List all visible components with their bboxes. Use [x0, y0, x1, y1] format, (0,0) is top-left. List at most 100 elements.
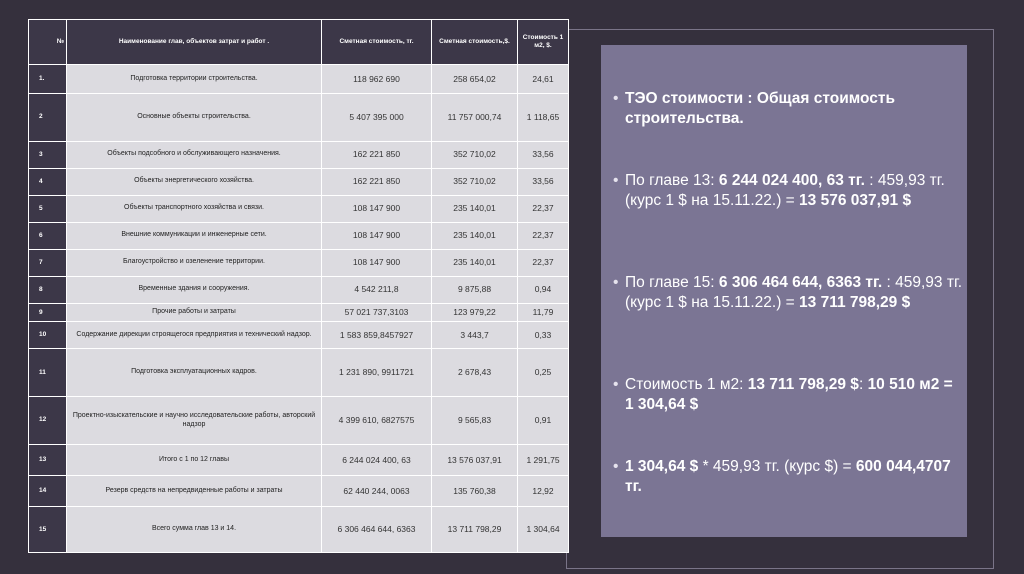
row-cost-usd: 352 710,02	[431, 167, 518, 196]
cost-m2-sep: :	[858, 376, 868, 393]
row-cost-tg: 5 407 395 000	[321, 93, 432, 142]
conversion-result: 600 044,4707 тг.	[625, 458, 951, 495]
row-cost-usd: 9 875,88	[431, 275, 518, 304]
row-cost-tg: 108 147 900	[321, 248, 432, 277]
row-number: 5	[28, 194, 67, 223]
table-row: 12 Проектно-изыскательские и научно иссле…	[28, 396, 569, 445]
row-name: Подготовка территории строительства.	[66, 63, 322, 95]
conversion-rate: * 459,93 тг. (курс $) =	[698, 458, 856, 475]
row-name: Проектно-изыскательские и научно исследо…	[66, 396, 322, 445]
row-cost-usd: 13 576 037,91	[431, 443, 518, 477]
table-row: 5 Объекты транспортного хозяйства и связи…	[28, 194, 569, 223]
row-cost-m2: 22,37	[517, 221, 569, 250]
table-body: 1. Подготовка территории строительства. 11…	[28, 63, 569, 553]
row-cost-tg: 162 221 850	[321, 140, 432, 169]
cost-table: № Наименование глав, объектов затрат и р…	[28, 19, 569, 553]
row-number: 13	[28, 443, 67, 477]
table-row: 11 Подготовка эксплуатационных кадров. 1 2…	[28, 348, 569, 398]
cost-m2-label: Стоимость 1 м2:	[625, 376, 748, 393]
row-cost-tg: 4 542 211,8	[321, 275, 432, 304]
row-number: 3	[28, 140, 67, 169]
chapter15-rate: : 459,93 тг. (курс 1 $ на 15.11.22.) =	[625, 274, 963, 311]
cost-m2-result: 10 510 м2 = 1 304,64 $	[625, 376, 953, 413]
row-name: Всего сумма глав 13 и 14.	[66, 506, 322, 553]
row-cost-m2: 1 291,75	[517, 443, 569, 477]
cost-table-container: № Наименование глав, объектов затрат и р…	[28, 19, 569, 553]
summary-total-text: ТЭО стоимости : Общая стоимость строител…	[625, 90, 896, 127]
row-number: 12	[28, 396, 67, 445]
chapter15-usd: 13 711 798,29 $	[799, 294, 911, 311]
row-number: 9	[28, 302, 67, 323]
header-number: №	[28, 19, 67, 65]
row-cost-usd: 352 710,02	[431, 140, 518, 169]
row-cost-tg: 62 440 244, 0063	[321, 475, 432, 508]
row-name: Временные здания и сооружения.	[66, 275, 322, 304]
row-name: Прочие работы и затраты	[66, 302, 322, 323]
table-row: 10 Содержание дирекции строящегося предпр…	[28, 321, 569, 350]
summary-panel: ТЭО стоимости : Общая стоимость строител…	[601, 45, 967, 537]
row-cost-m2: 1 304,64	[517, 506, 569, 553]
summary-item-chapter15: По главе 15: 6 306 464 644, 6363 тг. : 4…	[613, 273, 965, 313]
row-cost-m2: 0,94	[517, 275, 569, 304]
row-cost-m2: 24,61	[517, 63, 569, 95]
table-row: 1. Подготовка территории строительства. 11…	[28, 63, 569, 95]
header-name: Наименование глав, объектов затрат и раб…	[66, 19, 322, 65]
row-cost-tg: 4 399 610, 6827575	[321, 396, 432, 445]
chapter13-tg: 6 244 024 400, 63 тг.	[718, 172, 865, 189]
row-cost-tg: 1 231 890, 9911721	[321, 348, 432, 398]
row-name: Резерв средств на непредвиденные работы …	[66, 475, 322, 508]
table-row: 4 Объекты энергетического хозяйства. 162 2…	[28, 167, 569, 196]
header-cost-m2: Стоимость 1 м2, $.	[517, 19, 569, 65]
table-row: 7 Благоустройство и озеленение территории…	[28, 248, 569, 277]
row-cost-m2: 33,56	[517, 140, 569, 169]
row-number: 11	[28, 348, 67, 398]
row-cost-tg: 6 306 464 644, 6363	[321, 506, 432, 553]
row-cost-usd: 235 140,01	[431, 248, 518, 277]
chapter13-usd: 13 576 037,91 $	[799, 192, 912, 209]
row-name: Объекты энергетического хозяйства.	[66, 167, 322, 196]
row-number: 8	[28, 275, 67, 304]
summary-item-conversion: 1 304,64 $ * 459,93 тг. (курс $) = 600 0…	[613, 457, 965, 497]
row-cost-m2: 0,33	[517, 321, 569, 350]
row-cost-tg: 108 147 900	[321, 221, 432, 250]
row-cost-m2: 0,25	[517, 348, 569, 398]
table-row: 3 Объекты подсобного и обслуживающего наз…	[28, 140, 569, 169]
row-cost-m2: 33,56	[517, 167, 569, 196]
conversion-usd: 1 304,64 $	[625, 458, 699, 475]
row-name: Внешние коммуникации и инженерные сети.	[66, 221, 322, 250]
table-row: 15 Всего сумма глав 13 и 14. 6 306 464 644…	[28, 506, 569, 553]
table-header-row: № Наименование глав, объектов затрат и р…	[28, 19, 569, 65]
row-name: Итого с 1 по 12 главы	[66, 443, 322, 477]
row-cost-tg: 108 147 900	[321, 194, 432, 223]
row-cost-tg: 1 583 859,8457927	[321, 321, 432, 350]
table-row: 2 Основные объекты строительства. 5 407 39…	[28, 93, 569, 142]
row-cost-usd: 258 654,02	[431, 63, 518, 95]
chapter13-label: По главе 13:	[625, 172, 719, 189]
row-name: Объекты транспортного хозяйства и связи.	[66, 194, 322, 223]
row-cost-m2: 0,91	[517, 396, 569, 445]
summary-item-chapter13: По главе 13: 6 244 024 400, 63 тг. : 459…	[613, 171, 965, 211]
row-cost-usd: 123 979,22	[431, 302, 518, 323]
row-cost-tg: 6 244 024 400, 63	[321, 443, 432, 477]
row-cost-tg: 162 221 850	[321, 167, 432, 196]
row-number: 6	[28, 221, 67, 250]
table-row: 8 Временные здания и сооружения. 4 542 211…	[28, 275, 569, 304]
row-number: 7	[28, 248, 67, 277]
row-cost-m2: 22,37	[517, 194, 569, 223]
row-cost-usd: 135 760,38	[431, 475, 518, 508]
row-number: 14	[28, 475, 67, 508]
row-cost-usd: 13 711 798,29	[431, 506, 518, 553]
row-number: 1.	[28, 63, 67, 95]
row-cost-usd: 9 565,83	[431, 396, 518, 445]
chapter15-label: По главе 15:	[625, 274, 719, 291]
row-number: 2	[28, 93, 67, 142]
row-cost-m2: 12,92	[517, 475, 569, 508]
row-name: Подготовка эксплуатационных кадров.	[66, 348, 322, 398]
table-row: 13 Итого с 1 по 12 главы 6 244 024 400, 63…	[28, 443, 569, 477]
row-number: 4	[28, 167, 67, 196]
summary-item-total: ТЭО стоимости : Общая стоимость строител…	[613, 89, 965, 129]
row-cost-m2: 11,79	[517, 302, 569, 323]
row-cost-tg: 57 021 737,3103	[321, 302, 432, 323]
row-name: Содержание дирекции строящегося предприя…	[66, 321, 322, 350]
row-name: Объекты подсобного и обслуживающего назн…	[66, 140, 322, 169]
